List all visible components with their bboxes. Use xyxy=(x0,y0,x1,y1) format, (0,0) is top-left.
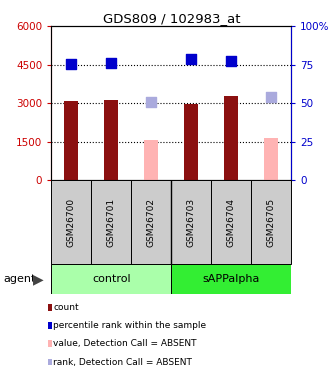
FancyBboxPatch shape xyxy=(51,180,91,264)
Point xyxy=(229,58,234,64)
Text: GSM26700: GSM26700 xyxy=(67,198,76,247)
FancyBboxPatch shape xyxy=(131,180,171,264)
Point xyxy=(269,94,274,100)
Text: rank, Detection Call = ABSENT: rank, Detection Call = ABSENT xyxy=(53,358,192,367)
Point xyxy=(189,56,194,62)
Point xyxy=(109,60,114,66)
Text: GSM26701: GSM26701 xyxy=(107,198,116,247)
FancyBboxPatch shape xyxy=(51,264,171,294)
Text: ▶: ▶ xyxy=(33,272,44,286)
Text: GSM26704: GSM26704 xyxy=(227,198,236,247)
Text: GSM26705: GSM26705 xyxy=(267,198,276,247)
Point xyxy=(69,61,74,67)
Text: agent: agent xyxy=(3,274,36,284)
Point xyxy=(149,99,154,105)
FancyBboxPatch shape xyxy=(211,180,251,264)
Text: sAPPalpha: sAPPalpha xyxy=(203,274,260,284)
Text: count: count xyxy=(53,303,79,312)
FancyBboxPatch shape xyxy=(171,180,211,264)
Text: GSM26703: GSM26703 xyxy=(187,198,196,247)
Text: value, Detection Call = ABSENT: value, Detection Call = ABSENT xyxy=(53,339,197,348)
Text: percentile rank within the sample: percentile rank within the sample xyxy=(53,321,206,330)
Text: control: control xyxy=(92,274,131,284)
FancyBboxPatch shape xyxy=(251,180,291,264)
Bar xyxy=(64,100,78,180)
Bar xyxy=(224,96,238,180)
FancyBboxPatch shape xyxy=(171,264,291,294)
Bar xyxy=(104,100,118,180)
Bar xyxy=(144,140,158,180)
Bar xyxy=(264,138,278,180)
FancyBboxPatch shape xyxy=(91,180,131,264)
Title: GDS809 / 102983_at: GDS809 / 102983_at xyxy=(103,12,240,25)
Bar xyxy=(184,104,198,180)
Text: GSM26702: GSM26702 xyxy=(147,198,156,247)
